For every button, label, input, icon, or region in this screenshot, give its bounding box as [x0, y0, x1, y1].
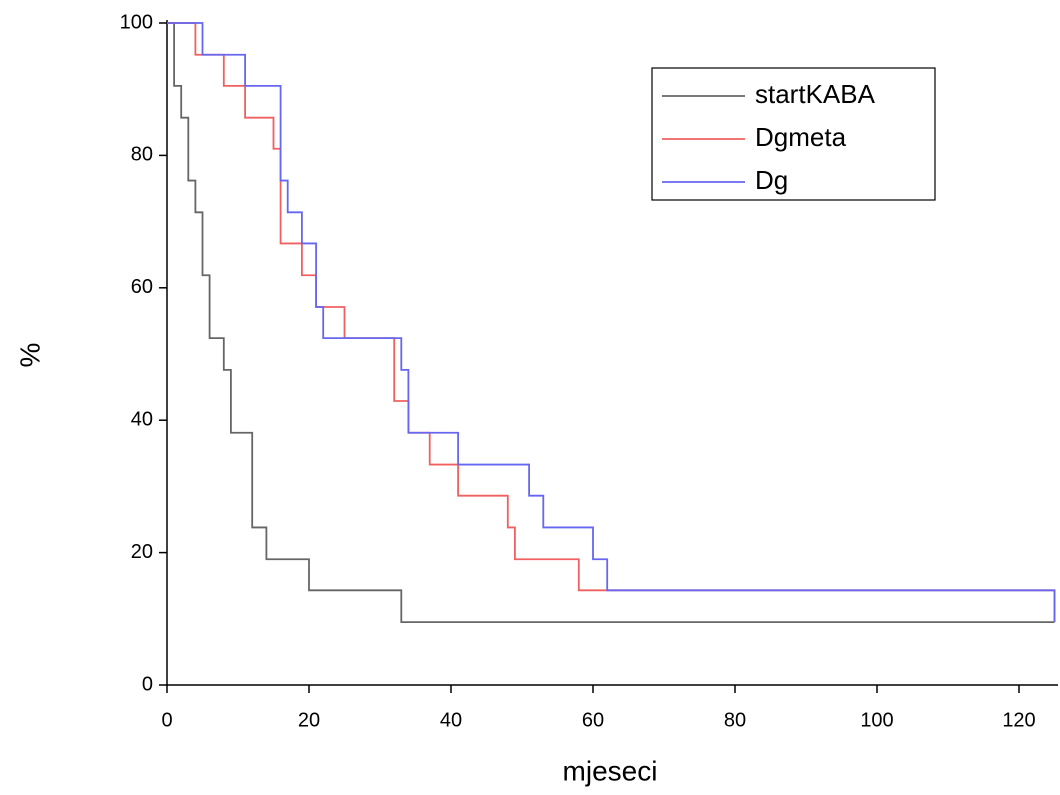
- x-tick-label: 120: [1002, 709, 1035, 731]
- x-tick-label: 60: [582, 709, 604, 731]
- legend-label: Dgmeta: [755, 122, 847, 152]
- y-tick-label: 60: [131, 276, 153, 298]
- y-tick-label: 20: [131, 541, 153, 563]
- y-tick-label: 0: [142, 673, 153, 695]
- x-tick-label: 40: [440, 709, 462, 731]
- y-tick-label: 100: [120, 11, 153, 33]
- y-tick-label: 80: [131, 144, 153, 166]
- legend-label: startKABA: [755, 79, 876, 109]
- x-tick-label: 0: [161, 709, 172, 731]
- legend: [651, 67, 936, 201]
- x-tick-label: 80: [724, 709, 746, 731]
- step-line: [167, 22, 1055, 624]
- y-axis-label: %: [14, 343, 45, 368]
- step-line: [167, 22, 1056, 623]
- y-tick-label: 40: [131, 408, 153, 430]
- x-tick-label: 100: [860, 709, 893, 731]
- x-axis-label: mjeseci: [563, 755, 658, 786]
- x-tick-label: 20: [298, 709, 320, 731]
- legend-label: Dg: [755, 165, 788, 195]
